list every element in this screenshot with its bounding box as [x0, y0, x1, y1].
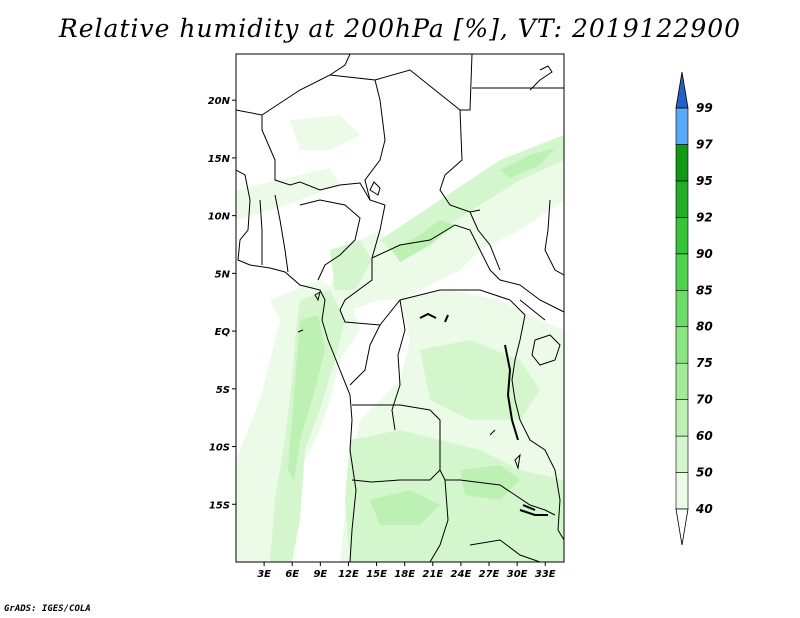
colorbar-segment: [675, 435, 689, 473]
lon-tick-label: 18E: [394, 569, 415, 580]
lon-tick-label: 33E: [535, 569, 556, 580]
map-frame: [235, 53, 565, 563]
credit-label: GrADS: IGES/COLA: [4, 604, 91, 614]
colorbar-segment: [675, 180, 689, 218]
boundaries: [236, 54, 564, 562]
colorbar-segment: [675, 362, 689, 400]
latitude-axis: 20N 15N 10N 5N EQ 5S 10S 15S: [208, 96, 236, 511]
colorbar-level-label: 50: [696, 466, 713, 480]
colorbar-level-label: 80: [696, 320, 713, 334]
lat-tick-label: 10S: [209, 443, 230, 454]
lat-tick-label: 20N: [208, 96, 231, 107]
colorbar: 40 50 60 70 75 80 85 90 92 95 97 99: [675, 71, 713, 546]
colorbar-level-label: 75: [696, 356, 713, 370]
colorbar-segment: [675, 217, 689, 255]
colorbar-below-triangle: [675, 508, 689, 546]
colorbar-level-label: 99: [696, 101, 713, 115]
humidity-field: [236, 115, 564, 562]
humidity-band-60: [288, 148, 555, 525]
lon-tick-label: 3E: [257, 569, 271, 580]
lon-tick-label: 21E: [422, 569, 443, 580]
lat-tick-label: 10N: [208, 212, 231, 223]
colorbar-level-label: 85: [696, 283, 713, 297]
humidity-band-50: [270, 135, 564, 562]
colorbar-level-label: 40: [695, 502, 713, 516]
lon-tick-label: 30E: [507, 569, 528, 580]
lat-tick-label: 5S: [216, 385, 230, 396]
colorbar-level-label: 95: [696, 174, 713, 188]
colorbar-level-label: 90: [696, 247, 713, 261]
lat-tick-label: 5N: [215, 269, 231, 280]
lon-tick-label: 27E: [479, 569, 500, 580]
colorbar-segment: [675, 144, 689, 182]
colorbar-level-label: 97: [696, 137, 713, 151]
map-panel: 20N 15N 10N 5N EQ 5S 10S 15S 3E 6E 9E 12E 15E 18E 21E…: [208, 53, 565, 580]
lon-tick-label: 9E: [313, 569, 327, 580]
map-title: Relative humidity at 200hPa [%], VT: 201…: [58, 14, 742, 43]
colorbar-level-label: 70: [696, 393, 713, 407]
lon-tick-label: 6E: [285, 569, 299, 580]
colorbar-above-triangle: [675, 71, 689, 109]
colorbar-level-label: 60: [696, 429, 713, 443]
lat-tick-label: 15S: [209, 500, 230, 511]
colorbar-segment: [675, 289, 689, 328]
lon-tick-label: 15E: [366, 569, 387, 580]
colorbar-segment: [675, 326, 689, 364]
longitude-axis: 3E 6E 9E 12E 15E 18E 21E 24E 27E 30E 33E: [257, 562, 556, 580]
colorbar-segment: [675, 399, 689, 437]
lon-tick-label: 12E: [338, 569, 359, 580]
colorbar-level-label: 92: [696, 210, 713, 224]
colorbar-segment: [675, 253, 689, 291]
colorbar-segment: [675, 472, 689, 510]
lat-tick-label: 15N: [208, 154, 231, 165]
lon-tick-label: 24E: [451, 569, 472, 580]
colorbar-segment: [675, 107, 689, 145]
lat-tick-label: EQ: [215, 327, 231, 338]
